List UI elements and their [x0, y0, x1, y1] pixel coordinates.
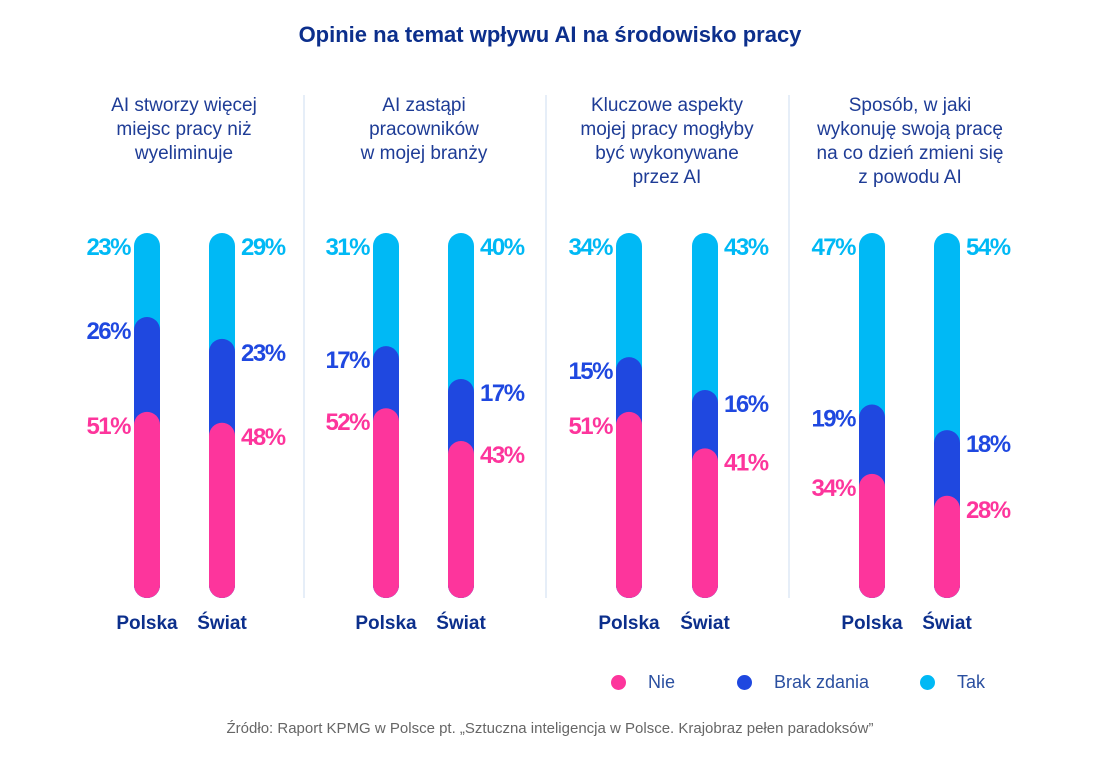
panel-title-4: Sposób, w jaki wykonuję swoją pracę na c…: [816, 95, 1004, 188]
value-label: 43%: [480, 442, 525, 469]
category-label: Polska: [355, 613, 417, 634]
value-label: 16%: [724, 391, 769, 418]
category-label: Świat: [436, 612, 486, 634]
value-label: 31%: [325, 234, 370, 261]
legend-dot-icon: [920, 675, 935, 690]
legend-dot-icon: [737, 675, 752, 690]
value-label: 17%: [480, 380, 525, 407]
chart-title: Opinie na temat wpływu AI na środowisko …: [298, 22, 802, 47]
value-label: 54%: [966, 234, 1011, 261]
value-label: 52%: [325, 409, 370, 436]
panel-title-1: AI stworzy więcej miejsc pracy niż wyeli…: [111, 95, 257, 164]
bar-segment-nie: [692, 448, 718, 598]
category-label: Świat: [197, 612, 247, 634]
panel-title-2: AI zastąpi pracowników w mojej branży: [360, 95, 488, 164]
legend-label: Brak zdania: [774, 672, 870, 692]
source-note: Źródło: Raport KPMG w Polsce pt. „Sztucz…: [226, 720, 874, 737]
value-label: 34%: [568, 234, 613, 261]
value-label: 15%: [568, 358, 613, 385]
panel-divider: [303, 95, 305, 598]
panel-title-3: Kluczowe aspekty mojej pracy mogłyby być…: [580, 95, 754, 188]
value-label: 51%: [568, 413, 613, 440]
value-label: 28%: [966, 497, 1011, 524]
value-label: 34%: [811, 475, 856, 502]
value-label: 40%: [480, 234, 525, 261]
value-label: 19%: [811, 406, 856, 433]
category-label: Świat: [680, 612, 730, 634]
category-label: Polska: [598, 613, 660, 634]
bar-segment-nie: [934, 495, 960, 598]
category-label: Polska: [841, 613, 903, 634]
value-label: 23%: [241, 340, 286, 367]
legend-item-nie: Nie: [611, 672, 675, 693]
value-label: 41%: [724, 449, 769, 476]
bar-segment-nie: [373, 408, 399, 598]
value-label: 43%: [724, 234, 769, 261]
bar-segment-nie: [448, 441, 474, 598]
value-label: 47%: [811, 234, 856, 261]
legend-label: Tak: [957, 672, 986, 692]
value-label: 51%: [86, 413, 131, 440]
panel-divider: [545, 95, 547, 598]
legend-item-tak: Tak: [920, 672, 985, 693]
value-label: 48%: [241, 424, 286, 451]
bar-segment-nie: [616, 411, 642, 598]
value-label: 17%: [325, 347, 370, 374]
value-label: 29%: [241, 234, 286, 261]
value-label: 18%: [966, 431, 1011, 458]
bar-segment-nie: [859, 473, 885, 598]
category-label: Polska: [116, 613, 178, 634]
value-label: 26%: [86, 318, 131, 345]
category-label: Świat: [922, 612, 972, 634]
legend-dot-icon: [611, 675, 626, 690]
bar-segment-nie: [209, 422, 235, 598]
legend-item-brak-zdania: Brak zdania: [737, 672, 869, 693]
bar-segment-nie: [134, 411, 160, 598]
panel-divider: [788, 95, 790, 598]
legend-label: Nie: [648, 672, 676, 692]
value-label: 23%: [86, 234, 131, 261]
